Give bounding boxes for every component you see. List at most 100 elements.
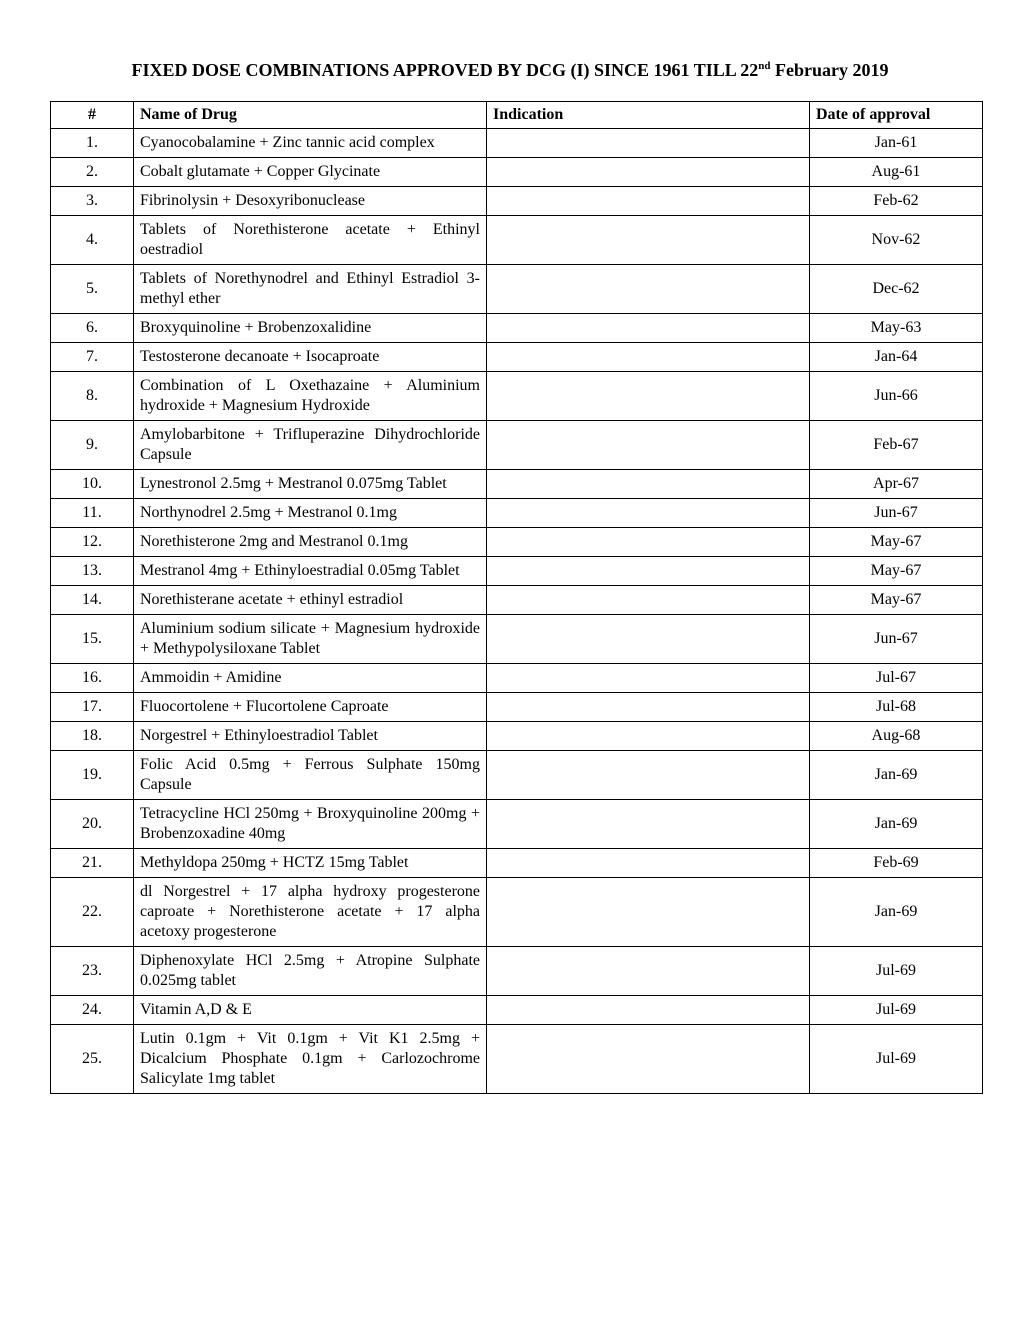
cell-date: May-67 (810, 528, 983, 557)
cell-name: Lutin 0.1gm + Vit 0.1gm + Vit K1 2.5mg +… (134, 1025, 487, 1094)
col-header-indication: Indication (487, 102, 810, 129)
cell-indication (487, 158, 810, 187)
cell-num: 3. (51, 187, 134, 216)
cell-indication (487, 187, 810, 216)
table-row: 7.Testosterone decanoate + Isocaproate Ja… (51, 343, 983, 372)
table-row: 12.Norethisterone 2mg and Mestranol 0.1m… (51, 528, 983, 557)
cell-date: Jul-68 (810, 693, 983, 722)
cell-indication (487, 129, 810, 158)
cell-num: 17. (51, 693, 134, 722)
cell-name: Norgestrel + Ethinyloestradiol Tablet (134, 722, 487, 751)
fdc-table: # Name of Drug Indication Date of approv… (50, 101, 983, 1094)
cell-indication (487, 265, 810, 314)
cell-date: Jan-64 (810, 343, 983, 372)
cell-indication (487, 996, 810, 1025)
cell-num: 25. (51, 1025, 134, 1094)
cell-name: Norethisterane acetate + ethinyl estradi… (134, 586, 487, 615)
table-row: 10.Lynestronol 2.5mg + Mestranol 0.075mg… (51, 470, 983, 499)
table-row: 11.Northynodrel 2.5mg + Mestranol 0.1mgJ… (51, 499, 983, 528)
table-row: 1.Cyanocobalamine + Zinc tannic acid com… (51, 129, 983, 158)
table-row: 21.Methyldopa 250mg + HCTZ 15mg TabletFe… (51, 849, 983, 878)
cell-indication (487, 372, 810, 421)
cell-indication (487, 586, 810, 615)
cell-name: Diphenoxylate HCl 2.5mg + Atropine Sulph… (134, 947, 487, 996)
cell-date: Jun-66 (810, 372, 983, 421)
table-row: 17.Fluocortolene + Flucortolene Caproate… (51, 693, 983, 722)
cell-name: Folic Acid 0.5mg + Ferrous Sulphate 150m… (134, 751, 487, 800)
table-row: 14.Norethisterane acetate + ethinyl estr… (51, 586, 983, 615)
cell-name: Tetracycline HCl 250mg + Broxyquinoline … (134, 800, 487, 849)
cell-num: 10. (51, 470, 134, 499)
cell-num: 12. (51, 528, 134, 557)
table-row: 8.Combination of L Oxethazaine + Alumini… (51, 372, 983, 421)
cell-num: 22. (51, 878, 134, 947)
title-prefix: FIXED DOSE COMBINATIONS APPROVED BY DCG … (132, 60, 759, 80)
cell-indication (487, 722, 810, 751)
cell-num: 1. (51, 129, 134, 158)
cell-num: 21. (51, 849, 134, 878)
col-header-name: Name of Drug (134, 102, 487, 129)
table-row: 13.Mestranol 4mg + Ethinyloestradial 0.0… (51, 557, 983, 586)
cell-name: dl Norgestrel + 17 alpha hydroxy progest… (134, 878, 487, 947)
cell-date: Dec-62 (810, 265, 983, 314)
cell-date: May-63 (810, 314, 983, 343)
cell-num: 8. (51, 372, 134, 421)
cell-name: Ammoidin + Amidine (134, 664, 487, 693)
cell-name: Fibrinolysin + Desoxyribonuclease (134, 187, 487, 216)
table-row: 3.Fibrinolysin + Desoxyribonuclease Feb-6… (51, 187, 983, 216)
table-row: 22.dl Norgestrel + 17 alpha hydroxy prog… (51, 878, 983, 947)
col-header-num: # (51, 102, 134, 129)
cell-indication (487, 314, 810, 343)
cell-indication (487, 664, 810, 693)
cell-date: Jul-69 (810, 1025, 983, 1094)
cell-indication (487, 216, 810, 265)
cell-num: 24. (51, 996, 134, 1025)
table-row: 20.Tetracycline HCl 250mg + Broxyquinoli… (51, 800, 983, 849)
cell-name: Lynestronol 2.5mg + Mestranol 0.075mg Ta… (134, 470, 487, 499)
cell-date: Jan-69 (810, 751, 983, 800)
cell-date: Jul-69 (810, 947, 983, 996)
cell-indication (487, 800, 810, 849)
cell-name: Broxyquinoline + Brobenzoxalidine (134, 314, 487, 343)
cell-date: Feb-67 (810, 421, 983, 470)
cell-indication (487, 693, 810, 722)
cell-num: 20. (51, 800, 134, 849)
table-header-row: # Name of Drug Indication Date of approv… (51, 102, 983, 129)
cell-name: Fluocortolene + Flucortolene Caproate (134, 693, 487, 722)
cell-indication (487, 947, 810, 996)
cell-date: Jan-61 (810, 129, 983, 158)
table-row: 16.Ammoidin + Amidine Jul-67 (51, 664, 983, 693)
table-row: 4.Tablets of Norethisterone acetate + Et… (51, 216, 983, 265)
table-row: 9.Amylobarbitone + Trifluperazine Dihydr… (51, 421, 983, 470)
cell-indication (487, 499, 810, 528)
cell-indication (487, 470, 810, 499)
title-sup: nd (758, 60, 770, 72)
table-row: 15.Aluminium sodium silicate + Magnesium… (51, 615, 983, 664)
cell-name: Combination of L Oxethazaine + Aluminium… (134, 372, 487, 421)
cell-num: 13. (51, 557, 134, 586)
cell-indication (487, 421, 810, 470)
cell-name: Northynodrel 2.5mg + Mestranol 0.1mg (134, 499, 487, 528)
cell-indication (487, 878, 810, 947)
table-row: 24.Vitamin A,D & EJul-69 (51, 996, 983, 1025)
cell-date: Jul-67 (810, 664, 983, 693)
cell-date: Jun-67 (810, 615, 983, 664)
cell-date: Aug-61 (810, 158, 983, 187)
cell-date: Apr-67 (810, 470, 983, 499)
cell-date: Feb-62 (810, 187, 983, 216)
cell-date: May-67 (810, 557, 983, 586)
table-row: 2.Cobalt glutamate + Copper GlycinateAug… (51, 158, 983, 187)
cell-date: Jul-69 (810, 996, 983, 1025)
cell-indication (487, 528, 810, 557)
cell-name: Tablets of Norethisterone acetate + Ethi… (134, 216, 487, 265)
table-row: 18.Norgestrel + Ethinyloestradiol Tablet… (51, 722, 983, 751)
cell-name: Mestranol 4mg + Ethinyloestradial 0.05mg… (134, 557, 487, 586)
table-row: 25.Lutin 0.1gm + Vit 0.1gm + Vit K1 2.5m… (51, 1025, 983, 1094)
table-row: 6.Broxyquinoline + BrobenzoxalidineMay-6… (51, 314, 983, 343)
table-row: 5.Tablets of Norethynodrel and Ethinyl E… (51, 265, 983, 314)
cell-date: Jun-67 (810, 499, 983, 528)
cell-name: Testosterone decanoate + Isocaproate (134, 343, 487, 372)
cell-num: 16. (51, 664, 134, 693)
cell-num: 7. (51, 343, 134, 372)
cell-num: 9. (51, 421, 134, 470)
